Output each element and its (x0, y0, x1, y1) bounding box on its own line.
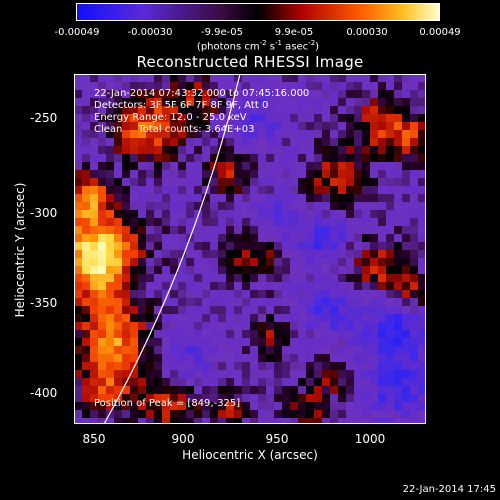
colorbar-gradient (77, 4, 439, 20)
colorbar-tick-label: -9.9e-05 (201, 27, 243, 38)
colorbar-tick-label: 0.00030 (346, 27, 388, 38)
plot-title: Reconstructed RHESSI Image (136, 53, 364, 71)
time-range-text: 22-Jan-2014 07:43:32.000 to 07:45:16.000 (94, 88, 310, 99)
peak-position-text: Position of Peak = [849,-325] (94, 398, 241, 409)
colorbar-tick-label: -0.00049 (54, 27, 100, 38)
energy-range-text: Energy Range: 12.0 - 25.0 keV (94, 112, 247, 123)
x-axis-label: Heliocentric X (arcsec) (182, 448, 318, 462)
colorbar (76, 3, 440, 21)
x-tick-label: 1000 (354, 432, 386, 446)
y-axis-label: Heliocentric Y (arcsec) (13, 182, 27, 318)
y-tick-label: -250 (30, 111, 58, 125)
rhessi-image (74, 74, 426, 424)
colorbar-tick-label: 9.9e-05 (274, 27, 314, 38)
colorbar-tick-label: -0.00030 (127, 27, 173, 38)
x-tick-label: 850 (82, 432, 106, 446)
timestamp: 22-Jan-2014 17:45 (402, 484, 496, 495)
x-tick-label: 950 (265, 432, 289, 446)
solar-limb-curve (103, 74, 241, 424)
y-tick-label: -400 (30, 386, 58, 400)
method-counts-text: Clean Total counts: 3.64E+03 (94, 124, 255, 135)
y-tick-label: -300 (30, 206, 58, 220)
colorbar-units: (photons cm-2 s-1 asec-2) (196, 39, 320, 53)
detectors-text: Detectors: 3F 5F 6F 7F 8F 9F, Att 0 (94, 100, 269, 111)
colorbar-tick-label: 0.00049 (419, 27, 461, 38)
x-tick-label: 900 (171, 432, 195, 446)
y-tick-label: -350 (30, 296, 58, 310)
heatmap (74, 74, 426, 424)
